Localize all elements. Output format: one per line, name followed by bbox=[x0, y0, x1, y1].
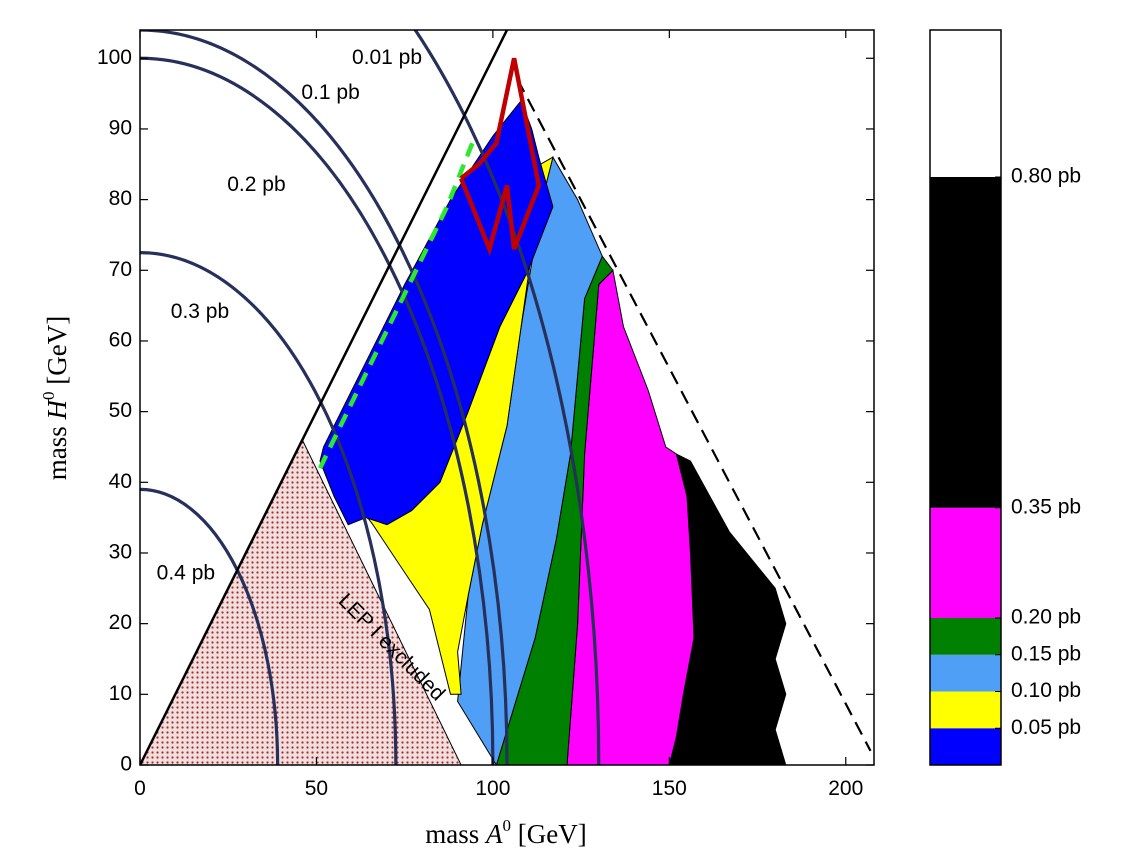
y-tick-label: 80 bbox=[109, 187, 132, 210]
colorbar: 0.05 pb 0.10 pb 0.15 pb 0.20 pb 0.35 pb 0.80 … bbox=[929, 29, 1081, 766]
kinematic-limit-dashed bbox=[516, 78, 872, 752]
colorbar-band bbox=[930, 618, 1001, 655]
colorbar-band bbox=[930, 507, 1001, 618]
colorbar-tick-label: 0.05 pb bbox=[1011, 716, 1081, 739]
colorbar-band bbox=[930, 654, 1001, 692]
y-axis-ticks: 0 10 20 30 40 50 60 70 80 90 100 bbox=[97, 46, 874, 776]
x-axis-label: mass A0 [GeV] bbox=[425, 816, 586, 849]
y-tick-label: 70 bbox=[109, 258, 132, 281]
colorbar-tick-label: 0.15 pb bbox=[1011, 642, 1081, 665]
colorbar-ticks: 0.05 pb 0.10 pb 0.15 pb 0.20 pb 0.35 pb 0.80 … bbox=[995, 165, 1081, 739]
colorbar-tick-label: 0.20 pb bbox=[1011, 606, 1081, 629]
x-axis-ticks: 0 50 100 150 200 bbox=[134, 30, 863, 800]
contour-label: 0.1 pb bbox=[301, 81, 359, 104]
green-dashed-boundary bbox=[317, 135, 478, 470]
colorbar-band bbox=[930, 177, 1001, 508]
red-region-outline bbox=[459, 57, 542, 257]
y-tick-label: 10 bbox=[109, 682, 132, 705]
y-tick-label: 90 bbox=[109, 116, 132, 139]
colorbar-frame bbox=[929, 29, 1002, 766]
y-tick-label: 60 bbox=[109, 329, 132, 352]
plot-frame bbox=[139, 29, 875, 766]
y-tick-label: 0 bbox=[120, 753, 132, 776]
lines-layer bbox=[140, 30, 872, 765]
y-tick-label: 30 bbox=[109, 541, 132, 564]
y-tick-label: 40 bbox=[109, 470, 132, 493]
x-tick-label: 100 bbox=[475, 777, 510, 800]
colorbar-band bbox=[930, 30, 1001, 177]
colorbar-band bbox=[930, 728, 1001, 765]
y-tick-label: 100 bbox=[97, 46, 132, 69]
colorbar-tick-label: 0.80 pb bbox=[1011, 165, 1081, 188]
y-tick-label: 20 bbox=[109, 611, 132, 634]
colorbar-tick-label: 0.35 pb bbox=[1011, 495, 1081, 518]
contour-label: 0.4 pb bbox=[157, 562, 215, 585]
x-tick-label: 0 bbox=[134, 777, 146, 800]
x-tick-label: 50 bbox=[305, 777, 328, 800]
x-tick-label: 150 bbox=[652, 777, 687, 800]
y-tick-label: 50 bbox=[109, 399, 132, 422]
contour-label: 0.2 pb bbox=[227, 173, 285, 196]
kinematic-limit-left bbox=[140, 30, 509, 765]
regions-layer bbox=[140, 99, 787, 765]
contour-label: 0.3 pb bbox=[171, 300, 229, 323]
colorbar-band bbox=[930, 691, 1001, 729]
colorbar-bands bbox=[930, 30, 1001, 765]
contour-label: 0.01 pb bbox=[352, 46, 422, 69]
colorbar-tick-label: 0.10 pb bbox=[1011, 679, 1081, 702]
y-axis-label: mass H0 [GeV] bbox=[39, 316, 72, 480]
x-tick-label: 200 bbox=[828, 777, 863, 800]
